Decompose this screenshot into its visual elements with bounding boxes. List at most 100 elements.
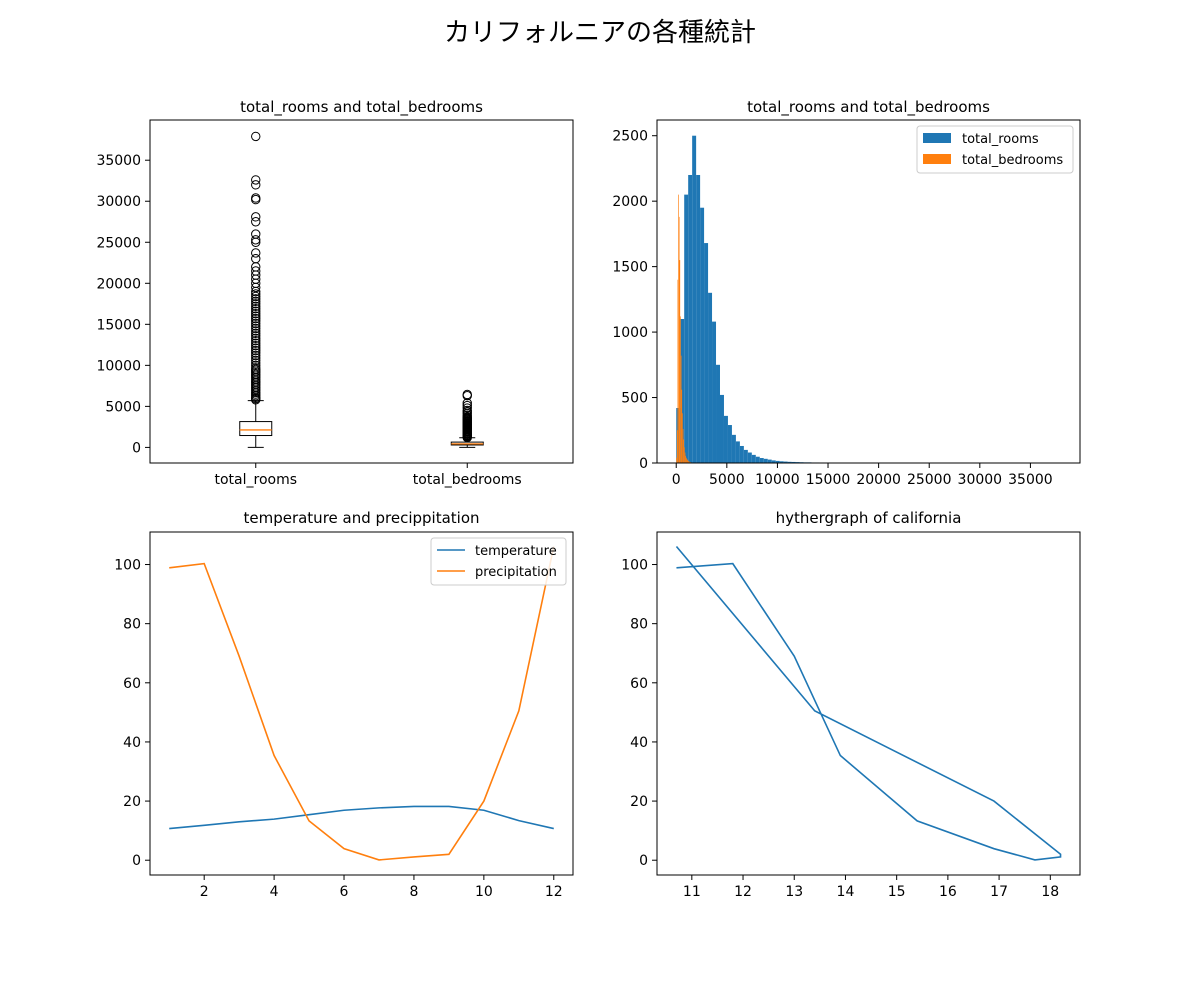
total-rooms-bar-25 [775, 460, 780, 463]
climate-title: temperature and precippitation [243, 509, 479, 527]
total-bedrooms-bar-1 [676, 430, 678, 463]
total-rooms-outlier-63 [251, 217, 261, 227]
legend-label-precipitation: precipitation [475, 565, 557, 580]
climate-xtick-label-2: 6 [340, 884, 349, 900]
total-bedrooms-bar-11 [683, 439, 685, 463]
total-rooms-box [239, 421, 273, 437]
boxplot-ytick-label-2: 10000 [96, 358, 141, 374]
total-rooms-bar-28 [787, 461, 792, 463]
total-bedrooms-outlier-31 [462, 400, 472, 411]
total-rooms-outlier-24 [251, 353, 261, 363]
total-bedrooms-bar-20 [689, 461, 690, 463]
total-rooms-outlier-49 [251, 291, 261, 302]
boxplot-ytick-label-7: 35000 [96, 153, 141, 169]
total-rooms-outlier-41 [251, 311, 261, 321]
boxplot-frame [149, 119, 574, 464]
total-rooms-bar-27 [783, 461, 788, 463]
total-bedrooms-bar-9 [682, 413, 683, 463]
histogram-xtick-label-1: 5000 [709, 472, 745, 488]
total-bedrooms-outlier-30 [462, 403, 472, 413]
total-rooms-bar-8 [708, 292, 713, 463]
hythergraph-xtick-label-3: 14 [837, 884, 855, 900]
histogram-frame [656, 119, 1081, 464]
total-bedrooms-bar-2 [677, 279, 679, 463]
total-bedrooms-bar-12 [684, 447, 685, 463]
total-rooms-bar-15 [735, 441, 740, 463]
climate-xtick-label-5: 12 [545, 884, 563, 900]
total-rooms-bar-18 [747, 452, 752, 463]
histogram-ytick-label-2: 1000 [612, 325, 648, 341]
total-rooms-outlier-31 [251, 336, 261, 346]
total-rooms-bar-10 [716, 364, 720, 463]
climate-legend: temperature precipitation [430, 537, 567, 586]
hythergraph-ytick-label-0: 0 [639, 853, 648, 869]
climate-axes: temperature and precippitation 0 20 40 60 80… [114, 509, 574, 900]
total-rooms-bar-22 [763, 458, 768, 463]
hythergraph-xtick-label-4: 15 [888, 884, 906, 900]
legend-swatch-total-rooms [923, 133, 951, 143]
hythergraph-xtick-label-0: 11 [683, 884, 701, 900]
hythergraph-title: hythergraph of california [776, 509, 962, 527]
total-rooms-outlier-46 [251, 299, 261, 309]
histogram-ytick-label-0: 0 [639, 456, 648, 472]
total-rooms-outlier-62 [251, 229, 261, 239]
hythergraph-xtick-label-5: 16 [939, 884, 957, 900]
total-rooms-outlier-40 [251, 313, 261, 324]
total-rooms-outlier-44 [251, 304, 261, 314]
total-bedrooms-bar-10 [682, 428, 684, 463]
hythergraph-ytick-label-1: 20 [630, 794, 648, 810]
total-rooms-outlier-43 [251, 306, 261, 316]
boxplot-ytick-label-6: 30000 [96, 194, 141, 210]
climate-xtick-label-3: 8 [409, 884, 418, 900]
histogram-xtick-label-6: 30000 [958, 472, 1003, 488]
boxplot-ytick-label-3: 15000 [96, 317, 141, 333]
histogram-axes: total_rooms and total_bedrooms 0 500 1000 1… [612, 98, 1081, 488]
histogram-ytick-label-1: 500 [621, 391, 648, 407]
total-bedrooms-bar-14 [685, 455, 687, 463]
total-bedrooms-bar-17 [687, 460, 688, 463]
total-bedrooms-bar-16 [686, 459, 688, 463]
hythergraph-xtick-label-1: 12 [734, 884, 752, 900]
boxplot-ytick-label-4: 20000 [96, 276, 141, 292]
total-rooms-outlier-20 [251, 363, 261, 373]
histogram-ytick-label-3: 1500 [612, 260, 648, 276]
legend-swatch-total-bedrooms [923, 154, 951, 164]
total-rooms-outlier-68 [251, 175, 261, 185]
total-bedrooms-bar-19 [688, 461, 690, 463]
hythergraph-ytick-label-2: 40 [630, 735, 648, 751]
total-rooms-bar-23 [767, 459, 772, 463]
total-bedrooms-bar-7 [680, 355, 682, 463]
total-rooms-outlier-26 [251, 348, 261, 358]
climate-xtick-label-1: 4 [270, 884, 279, 900]
boxplot-xtick-label-1: total_bedrooms [413, 472, 522, 488]
total-rooms-bar-12 [723, 415, 728, 463]
histogram-legend: total_rooms total_bedrooms [916, 125, 1074, 174]
total-bedrooms-outlier-29 [462, 405, 472, 416]
total-rooms-bar-11 [719, 394, 724, 463]
total-rooms-bar-29 [791, 461, 796, 463]
histogram-xtick-label-7: 35000 [1008, 472, 1053, 488]
total-rooms-bar-14 [731, 434, 736, 463]
total-rooms-outlier-38 [251, 318, 261, 329]
total-rooms-bar-9 [712, 321, 717, 463]
histogram-ytick-label-4: 2000 [612, 194, 648, 210]
total-bedrooms-bar-0 [676, 457, 677, 463]
climate-ytick-label-4: 80 [123, 617, 141, 633]
total-bedrooms-bar-5 [679, 260, 681, 463]
total-rooms-outlier-29 [251, 340, 261, 351]
total-rooms-bar-6 [700, 207, 705, 463]
total-rooms-outlier-37 [251, 321, 261, 331]
total-bedrooms-bar-18 [687, 460, 689, 463]
climate-ytick-label-2: 40 [123, 735, 141, 751]
total-rooms-outlier-47 [251, 296, 261, 307]
total-rooms-outlier-56 [251, 266, 261, 276]
hythergraph-ytick-label-4: 80 [630, 617, 648, 633]
total-rooms-outlier-30 [251, 338, 261, 348]
legend-label-total-rooms: total_rooms [962, 132, 1039, 147]
hythergraph-frame [656, 531, 1081, 876]
total-rooms-outlier-35 [251, 326, 261, 336]
total-rooms-outlier-45 [251, 301, 261, 311]
hythergraph-xtick-label-2: 13 [785, 884, 803, 900]
total-rooms-outlier-42 [251, 308, 261, 319]
